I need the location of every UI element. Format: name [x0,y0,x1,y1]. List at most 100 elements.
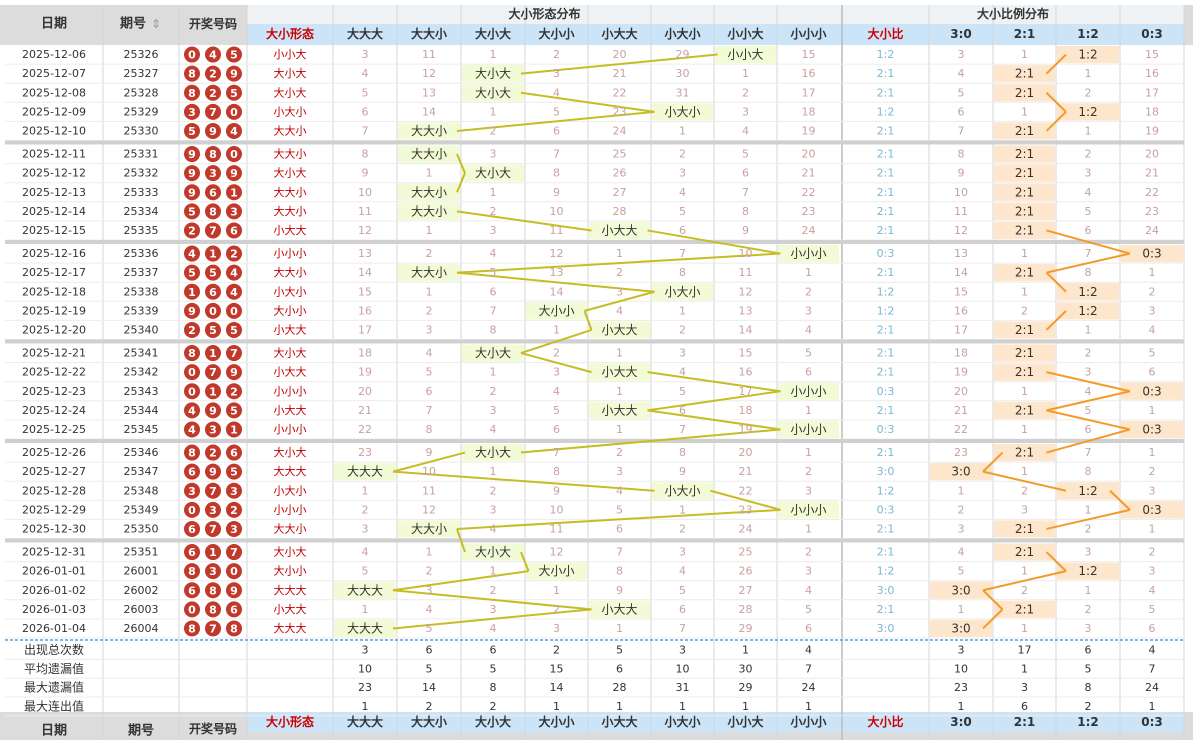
row-issue: 25343 [124,385,159,398]
shape-hit-cell [334,463,396,481]
shape-miss: 1 [805,404,812,417]
shape-miss: 1 [426,224,433,237]
number-ball-digit: 5 [188,125,196,138]
shape-hit-label: 大小大 [475,545,511,559]
ratio-miss: 11 [954,205,968,218]
row-date: 2025-12-25 [22,423,86,436]
shape-hit-cell [652,283,713,301]
ratio-trend-line [1046,508,1131,530]
number-ball-digit: 7 [209,485,217,498]
ratio-hit-cell [994,321,1055,339]
ratio-hit-cell [994,401,1055,419]
shape-trend-line [647,409,781,431]
shape-hit-cell [334,619,396,637]
shape-hit-label: 大小大 [475,67,511,81]
shape-hit-cell [398,264,460,282]
row-ratio: 2:1 [877,266,895,279]
ratio-miss: 16 [1145,67,1159,80]
stats-label: 出现总次数 [24,642,84,657]
ratio-hit-label: 3:0 [951,465,970,479]
stats-shape-value: 1 [553,700,560,713]
number-ball [226,402,242,419]
shape-miss: 5 [805,603,812,616]
stats-ratio-value: 1 [1149,700,1156,713]
shape-trend-line [392,570,529,592]
shape-miss: 5 [616,503,623,516]
number-ball [226,601,242,618]
ratio-miss: 17 [1145,86,1159,99]
ratio-miss: 5 [958,565,965,578]
stats-ratio-value: 3 [1021,681,1028,694]
row-shape: 大大小 [274,204,307,218]
stats-shape-value: 1 [362,700,369,713]
stats-shape-value: 1 [805,700,812,713]
number-ball-digit: 6 [188,546,196,559]
ratio-trend-line [1045,53,1067,75]
shape-miss: 3 [616,285,623,298]
number-ball-digit: 5 [230,49,238,62]
shape-miss: 3 [679,167,686,180]
shape-trend-line [392,451,466,473]
shape-miss: 3 [426,584,433,597]
shape-miss: 10 [550,503,564,516]
shape-hit-cell [778,245,839,263]
shape-trend-line [647,371,781,393]
shape-miss: 22 [358,423,372,436]
stats-shape-value: 23 [358,681,372,694]
group-separator [5,439,1184,443]
shape-miss: 1 [679,124,686,137]
shape-miss: 2 [426,304,433,317]
shape-miss: 2 [805,285,812,298]
shape-miss: 1 [426,167,433,180]
shape-trend-line [456,110,655,132]
row-ratio: 2:1 [877,366,895,379]
number-ball-digit: 4 [230,286,238,299]
shape-hit-label: 小大小 [664,484,700,498]
number-ball-digit: 2 [230,385,238,398]
shape-miss: 5 [362,86,369,99]
row-issue: 25351 [124,546,159,559]
header-ratio-3: 0:3 [1141,27,1163,41]
number-ball-digit: 3 [209,423,217,436]
number-ball [226,264,242,281]
shape-miss: 9 [679,465,686,478]
number-ball [226,582,242,599]
shape-miss: 1 [362,484,369,497]
ratio-miss: 8 [958,148,965,161]
ratio-miss: 1 [1021,423,1028,436]
number-ball [205,283,221,300]
ratio-hit-label: 2:1 [1015,223,1034,237]
row-date: 2025-12-08 [22,86,86,99]
footer-shape-5: 小大小 [664,714,700,729]
shape-miss: 4 [805,584,812,597]
number-ball [226,122,242,139]
shape-miss: 11 [422,484,436,497]
shape-miss: 4 [805,323,812,336]
row-date: 2025-12-07 [22,67,86,80]
stats-shape-value: 14 [550,681,564,694]
shape-hit-label: 小小小 [790,384,826,398]
row-issue: 25341 [124,347,159,360]
ratio-hit-label: 2:1 [1015,545,1034,559]
row-shape: 小小小 [274,423,307,436]
number-ball-digit: 5 [188,205,196,218]
shape-hit-cell [589,401,650,419]
ratio-miss: 1 [1021,565,1028,578]
row-ratio: 0:3 [877,247,895,260]
stats-shape-value: 14 [422,681,436,694]
stats-shape-value: 10 [676,662,690,675]
shape-miss: 11 [550,522,564,535]
shape-miss: 12 [422,503,436,516]
shape-miss: 5 [553,105,560,118]
number-ball [184,302,200,319]
row-date: 2025-12-30 [22,522,86,535]
shape-miss: 10 [358,186,372,199]
ratio-hit-label: 2:1 [1015,166,1034,180]
shape-hit-cell [334,581,396,599]
row-ratio: 2:1 [877,404,895,417]
shape-hit-label: 大小小 [538,304,574,318]
number-ball [205,563,221,580]
shape-miss: 26 [613,167,627,180]
row-issue: 26002 [124,584,159,597]
shape-miss: 6 [805,366,812,379]
